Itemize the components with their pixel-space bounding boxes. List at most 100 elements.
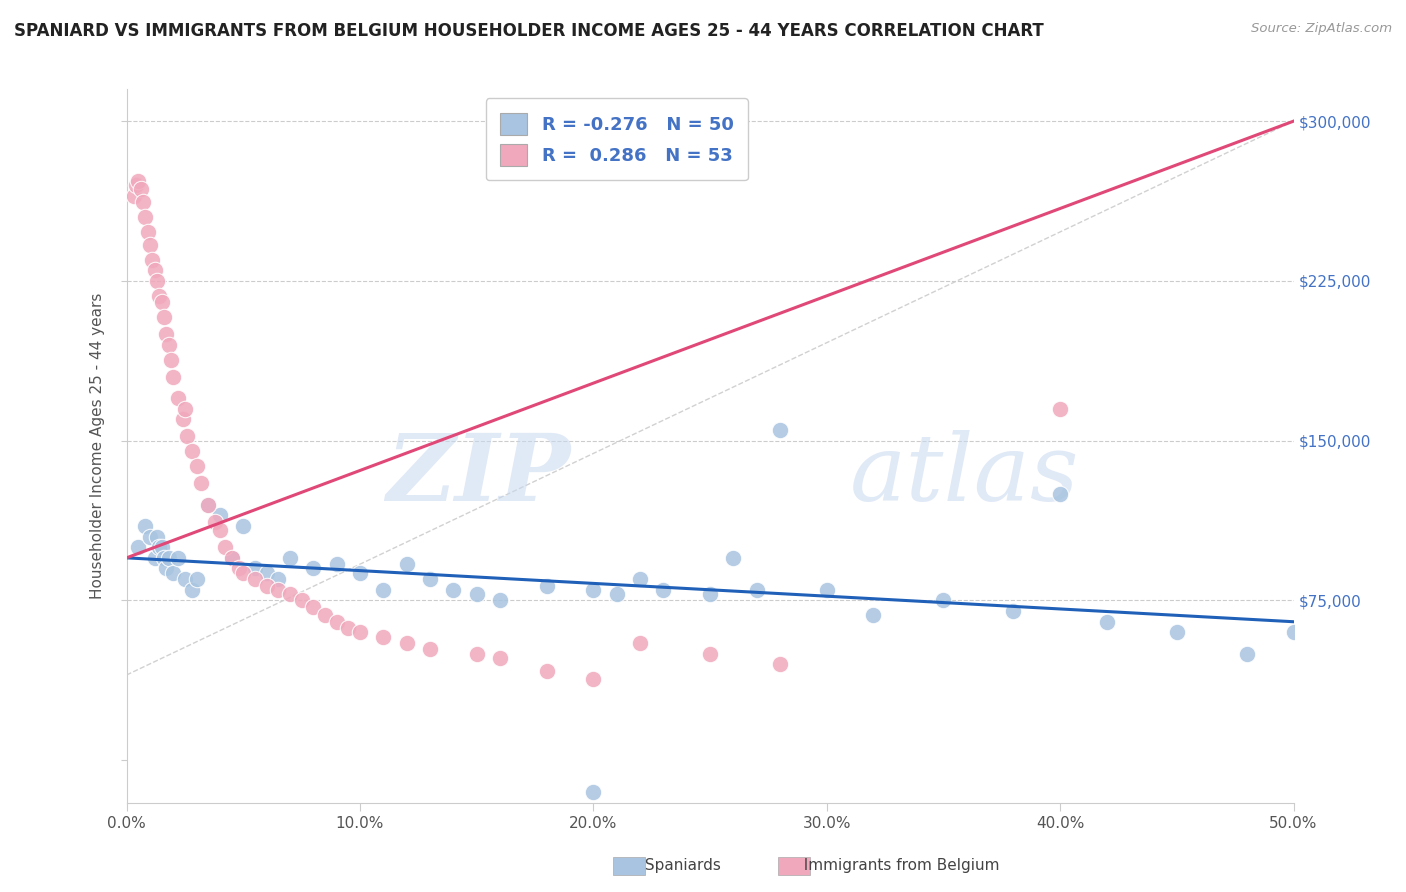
Point xyxy=(699,587,721,601)
Point xyxy=(127,540,149,554)
Point xyxy=(278,587,301,601)
Point xyxy=(148,540,170,554)
Text: atlas: atlas xyxy=(851,430,1080,519)
Point xyxy=(606,587,628,601)
Point xyxy=(349,566,371,580)
Point xyxy=(150,295,173,310)
Point xyxy=(174,401,197,416)
Point xyxy=(162,566,184,580)
Legend: R = -0.276   N = 50, R =  0.286   N = 53: R = -0.276 N = 50, R = 0.286 N = 53 xyxy=(485,98,748,180)
Text: SPANIARD VS IMMIGRANTS FROM BELGIUM HOUSEHOLDER INCOME AGES 25 - 44 YEARS CORREL: SPANIARD VS IMMIGRANTS FROM BELGIUM HOUS… xyxy=(14,22,1043,40)
Point xyxy=(155,561,177,575)
Point xyxy=(441,582,464,597)
Point xyxy=(267,572,290,586)
Point xyxy=(204,515,226,529)
Point xyxy=(337,621,360,635)
Point xyxy=(153,550,176,565)
Point xyxy=(221,550,243,565)
Point xyxy=(536,664,558,678)
Y-axis label: Householder Income Ages 25 - 44 years: Householder Income Ages 25 - 44 years xyxy=(90,293,105,599)
Text: Source: ZipAtlas.com: Source: ZipAtlas.com xyxy=(1251,22,1392,36)
Point xyxy=(465,587,488,601)
Point xyxy=(122,188,145,202)
Point xyxy=(180,444,202,458)
Point xyxy=(167,391,190,405)
Point xyxy=(256,578,278,592)
Point xyxy=(302,561,325,575)
Point xyxy=(174,572,197,586)
Point xyxy=(208,508,231,523)
Point xyxy=(278,550,301,565)
Point xyxy=(134,210,156,224)
Point xyxy=(769,423,792,437)
Point xyxy=(395,558,418,572)
Point xyxy=(197,498,219,512)
Point xyxy=(197,498,219,512)
Point xyxy=(157,338,180,352)
Point xyxy=(143,550,166,565)
Point xyxy=(1002,604,1025,618)
Point xyxy=(582,785,605,799)
Point xyxy=(153,310,176,325)
Point xyxy=(1282,625,1305,640)
Point xyxy=(125,178,148,192)
Point xyxy=(815,582,838,597)
Point xyxy=(536,578,558,592)
Point xyxy=(146,274,169,288)
Point xyxy=(373,582,395,597)
Point xyxy=(162,369,184,384)
Point xyxy=(314,608,336,623)
Point xyxy=(582,582,605,597)
Point xyxy=(221,550,243,565)
Point xyxy=(373,630,395,644)
Point xyxy=(232,566,254,580)
Point xyxy=(136,225,159,239)
FancyBboxPatch shape xyxy=(778,857,810,875)
Point xyxy=(180,582,202,597)
Point xyxy=(582,672,605,686)
Point xyxy=(628,636,651,650)
Point xyxy=(139,237,162,252)
Point xyxy=(862,608,884,623)
Text: Spaniards: Spaniards xyxy=(640,858,721,872)
Point xyxy=(325,615,347,629)
Point xyxy=(186,459,208,474)
Point xyxy=(157,550,180,565)
Point xyxy=(652,582,675,597)
Point xyxy=(489,593,512,607)
Point xyxy=(139,529,162,543)
Point xyxy=(267,582,290,597)
Point xyxy=(186,572,208,586)
Point xyxy=(232,519,254,533)
Point xyxy=(155,327,177,342)
Point xyxy=(1236,647,1258,661)
Point xyxy=(699,647,721,661)
Point xyxy=(129,182,152,196)
Point xyxy=(325,558,347,572)
Point xyxy=(143,263,166,277)
Point xyxy=(141,252,163,267)
Text: Immigrants from Belgium: Immigrants from Belgium xyxy=(794,858,1000,872)
Point xyxy=(208,523,231,537)
Point xyxy=(172,412,194,426)
Point xyxy=(1049,487,1071,501)
Point xyxy=(302,599,325,614)
Point xyxy=(1166,625,1188,640)
Point xyxy=(1049,401,1071,416)
Point xyxy=(1095,615,1118,629)
Text: ZIP: ZIP xyxy=(385,430,569,519)
Point xyxy=(745,582,768,597)
FancyBboxPatch shape xyxy=(613,857,645,875)
Point xyxy=(146,529,169,543)
Point xyxy=(395,636,418,650)
Point xyxy=(349,625,371,640)
Point xyxy=(243,572,266,586)
Point xyxy=(132,195,155,210)
Point xyxy=(243,561,266,575)
Point xyxy=(489,651,512,665)
Point xyxy=(290,593,312,607)
Point xyxy=(150,540,173,554)
Point xyxy=(167,550,190,565)
Point xyxy=(190,476,212,491)
Point xyxy=(214,540,236,554)
